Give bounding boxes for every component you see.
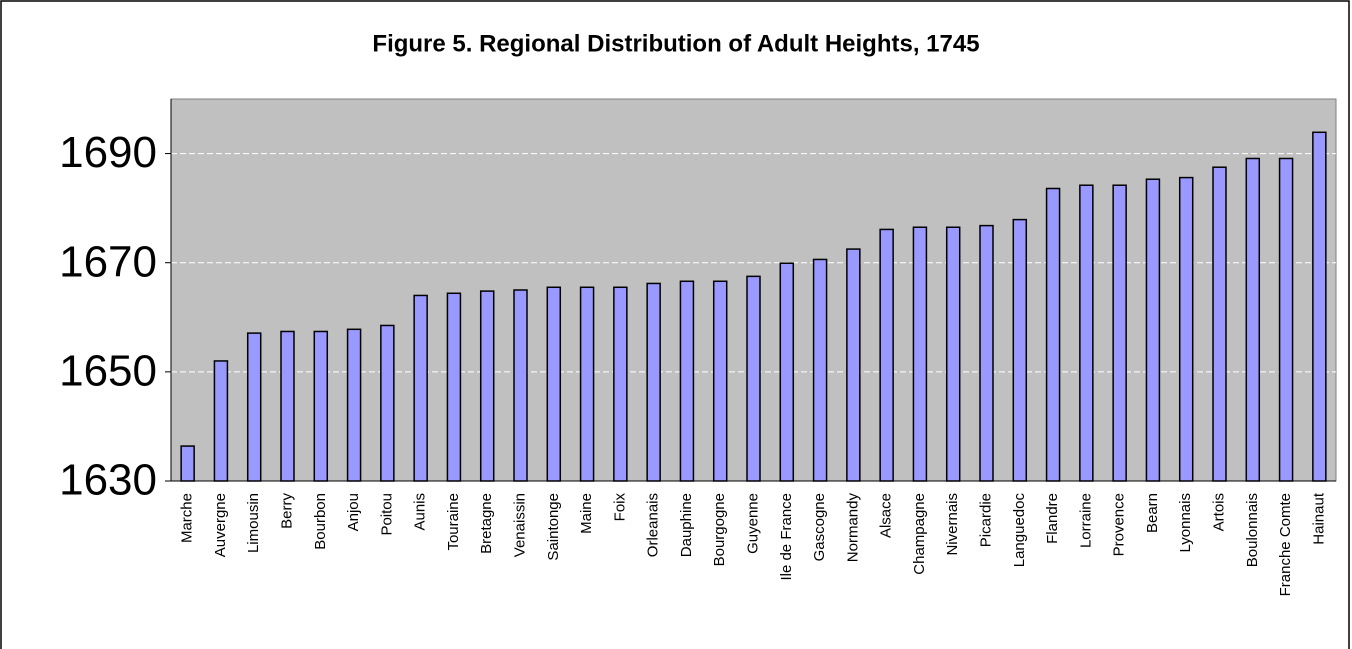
x-tick-label: Marche: [179, 493, 196, 543]
bar: [213, 360, 229, 482]
x-tick-label: Bourbon: [312, 493, 329, 550]
x-tick-label: Venaissin: [511, 493, 528, 557]
bar: [979, 224, 994, 482]
x-tick-label: Guyenne: [744, 493, 761, 554]
bar: [1278, 157, 1294, 482]
x-tick-label: Saintonge: [545, 493, 562, 561]
x-tick-label: Hainaut: [1310, 492, 1327, 545]
y-tick-label: 1690: [59, 128, 157, 177]
bar: [1245, 157, 1261, 482]
y-tick-label: 1630: [59, 456, 157, 505]
x-tick-label: Orleanais: [645, 493, 662, 557]
x-tick-label: Gascogne: [811, 493, 828, 561]
bar: [679, 280, 695, 482]
bar: [712, 280, 728, 482]
bar: [1212, 166, 1227, 482]
bar: [812, 258, 828, 482]
bar: [313, 330, 329, 482]
bar: [912, 226, 928, 482]
bar: [1312, 131, 1327, 482]
x-tick-label: Bretagne: [478, 493, 495, 554]
bar: [446, 292, 462, 482]
bar: [1178, 176, 1194, 482]
x-tick-label: Flandre: [1044, 493, 1061, 544]
x-tick-label: Berry: [278, 493, 295, 529]
bar: [579, 286, 595, 482]
x-tick-label: Touraine: [445, 493, 462, 551]
x-tick-label: Lyonnais: [1177, 493, 1194, 553]
bar: [846, 248, 861, 482]
bar: [613, 286, 628, 482]
bar: [413, 294, 428, 482]
x-tick-label: Foix: [611, 493, 628, 522]
x-tick-label: Alsace: [878, 493, 895, 538]
x-tick-label: Ile de France: [778, 493, 795, 581]
bar: [513, 289, 528, 482]
bar: [280, 330, 295, 482]
bar: [346, 328, 362, 482]
x-tick-label: Auvergne: [212, 493, 229, 557]
bar: [479, 290, 495, 482]
chart-title: Figure 5. Regional Distribution of Adult…: [372, 30, 979, 57]
x-tick-label: Picardie: [977, 493, 994, 547]
y-tick-label: 1670: [59, 237, 157, 286]
x-tick-label: Maine: [578, 493, 595, 534]
x-tick-label: Bourgogne: [711, 493, 728, 566]
x-tick-label: Lorraine: [1077, 493, 1094, 548]
x-tick-label: Franche Comte: [1277, 493, 1294, 596]
bar: [1145, 178, 1161, 482]
x-tick-label: Anjou: [345, 493, 362, 531]
x-tick-label: Artois: [1210, 493, 1227, 531]
x-tick-label: Bearn: [1144, 493, 1161, 533]
bar: [779, 262, 795, 482]
bar: [1112, 184, 1127, 482]
x-tick-label: Nivernais: [944, 493, 961, 556]
x-tick-label: Limousin: [245, 493, 262, 553]
bar: [246, 332, 262, 482]
x-tick-label: Dauphine: [678, 493, 695, 557]
x-tick-label: Normandy: [844, 493, 861, 563]
bar: [945, 226, 961, 482]
x-tick-label: Aunis: [412, 493, 429, 531]
bar: [746, 275, 761, 482]
bar: [1079, 184, 1094, 482]
bar: [1012, 218, 1028, 482]
x-tick-label: Languedoc: [1011, 493, 1028, 568]
x-tick-label: Provence: [1111, 493, 1128, 556]
x-tick-label: Boulonnais: [1244, 493, 1261, 567]
bar: [1045, 187, 1061, 482]
bar: [180, 445, 195, 482]
bar: [879, 228, 894, 482]
x-tick-label: Poitou: [378, 493, 395, 536]
x-tick-label: Champagne: [911, 493, 928, 575]
y-tick-label: 1650: [59, 346, 157, 395]
bar: [546, 286, 562, 482]
bar: [380, 324, 395, 482]
bar: [646, 282, 661, 482]
